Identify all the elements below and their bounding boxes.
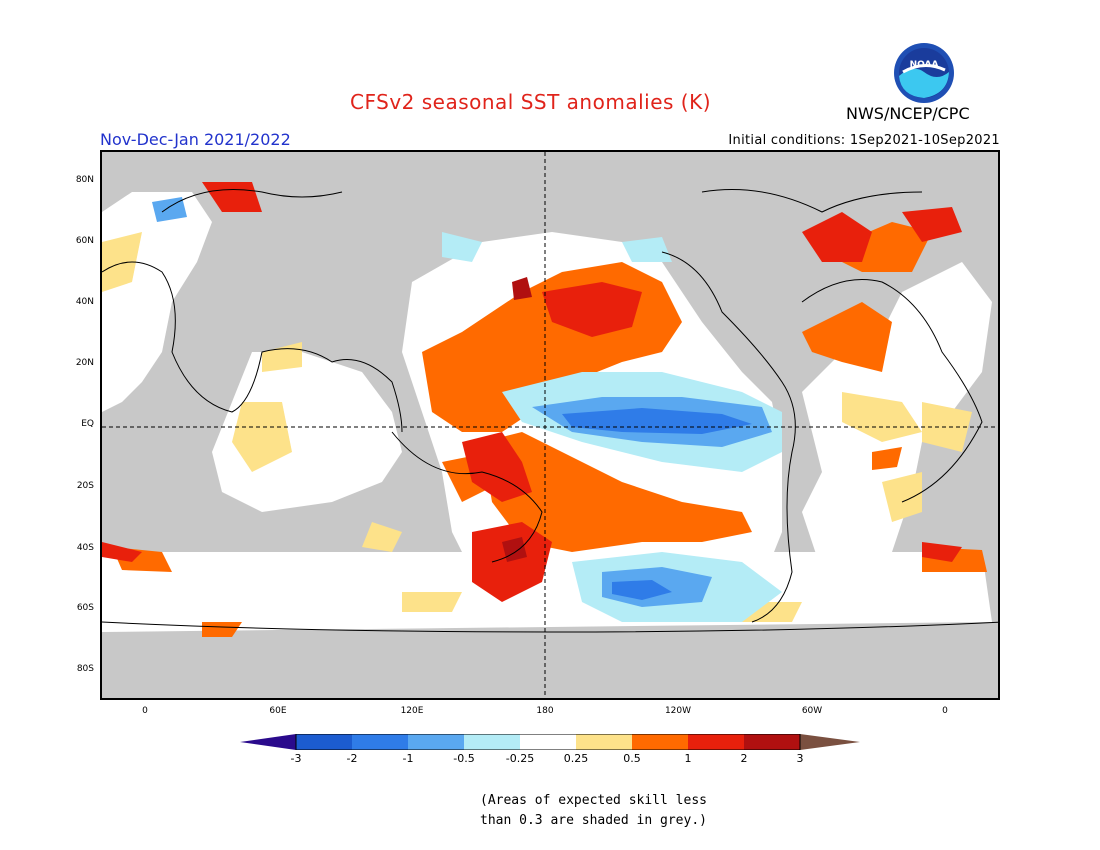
skill-note: (Areas of expected skill less than 0.3 a…	[480, 791, 707, 831]
skill-note-line: than 0.3 are shaded in grey.)	[480, 813, 707, 828]
org-label: NWS/NCEP/CPC	[846, 104, 970, 123]
lat-label: 20N	[75, 358, 94, 368]
strong-warm-anomaly	[102, 182, 962, 602]
skill-note-line: (Areas of expected skill less	[480, 793, 707, 808]
initial-conditions-label: Initial conditions: 1Sep2021-10Sep2021	[728, 133, 1000, 148]
colorbar-label: -3	[290, 752, 302, 765]
noaa-logo: NOAA	[894, 43, 954, 103]
lon-label: 0	[142, 706, 148, 716]
lat-label: 40N	[75, 297, 94, 307]
lat-label: 60N	[75, 236, 94, 246]
colorbar-label: 2	[740, 752, 748, 765]
svg-text:NOAA: NOAA	[910, 60, 939, 70]
lon-label: 120E	[400, 706, 424, 716]
lon-label: 180	[536, 706, 554, 716]
colorbar-arrow-low	[240, 734, 296, 750]
colorbar-label: -0.25	[505, 752, 535, 765]
coastlines	[102, 189, 998, 633]
lat-label: EQ	[81, 419, 94, 429]
lon-label: 0	[942, 706, 948, 716]
lat-label: 80S	[76, 664, 94, 674]
colorbar-label: 0.5	[623, 752, 641, 765]
colorbar-label: 1	[684, 752, 692, 765]
season-label: Nov-Dec-Jan 2021/2022	[100, 130, 291, 149]
lon-label: 120W	[664, 706, 692, 716]
colorbar-label: 3	[796, 752, 804, 765]
chart-title: CFSv2 seasonal SST anomalies (K)	[350, 90, 711, 114]
lat-label: 40S	[76, 543, 94, 553]
colorbar-label: -1	[402, 752, 414, 765]
lat-label: 20S	[76, 481, 94, 491]
colorbar	[240, 734, 860, 750]
map-canvas	[102, 152, 998, 698]
colorbar-label: -0.5	[453, 752, 475, 765]
lat-label: 60S	[76, 603, 94, 613]
lon-label: 60W	[801, 706, 823, 716]
colorbar-label: -2	[346, 752, 358, 765]
lon-label: 60E	[269, 706, 287, 716]
colorbar-arrow-high	[800, 734, 860, 750]
lat-label: 80N	[75, 175, 94, 185]
sst-anomaly-map	[100, 150, 1000, 700]
colorbar-label: 0.25	[563, 752, 589, 765]
